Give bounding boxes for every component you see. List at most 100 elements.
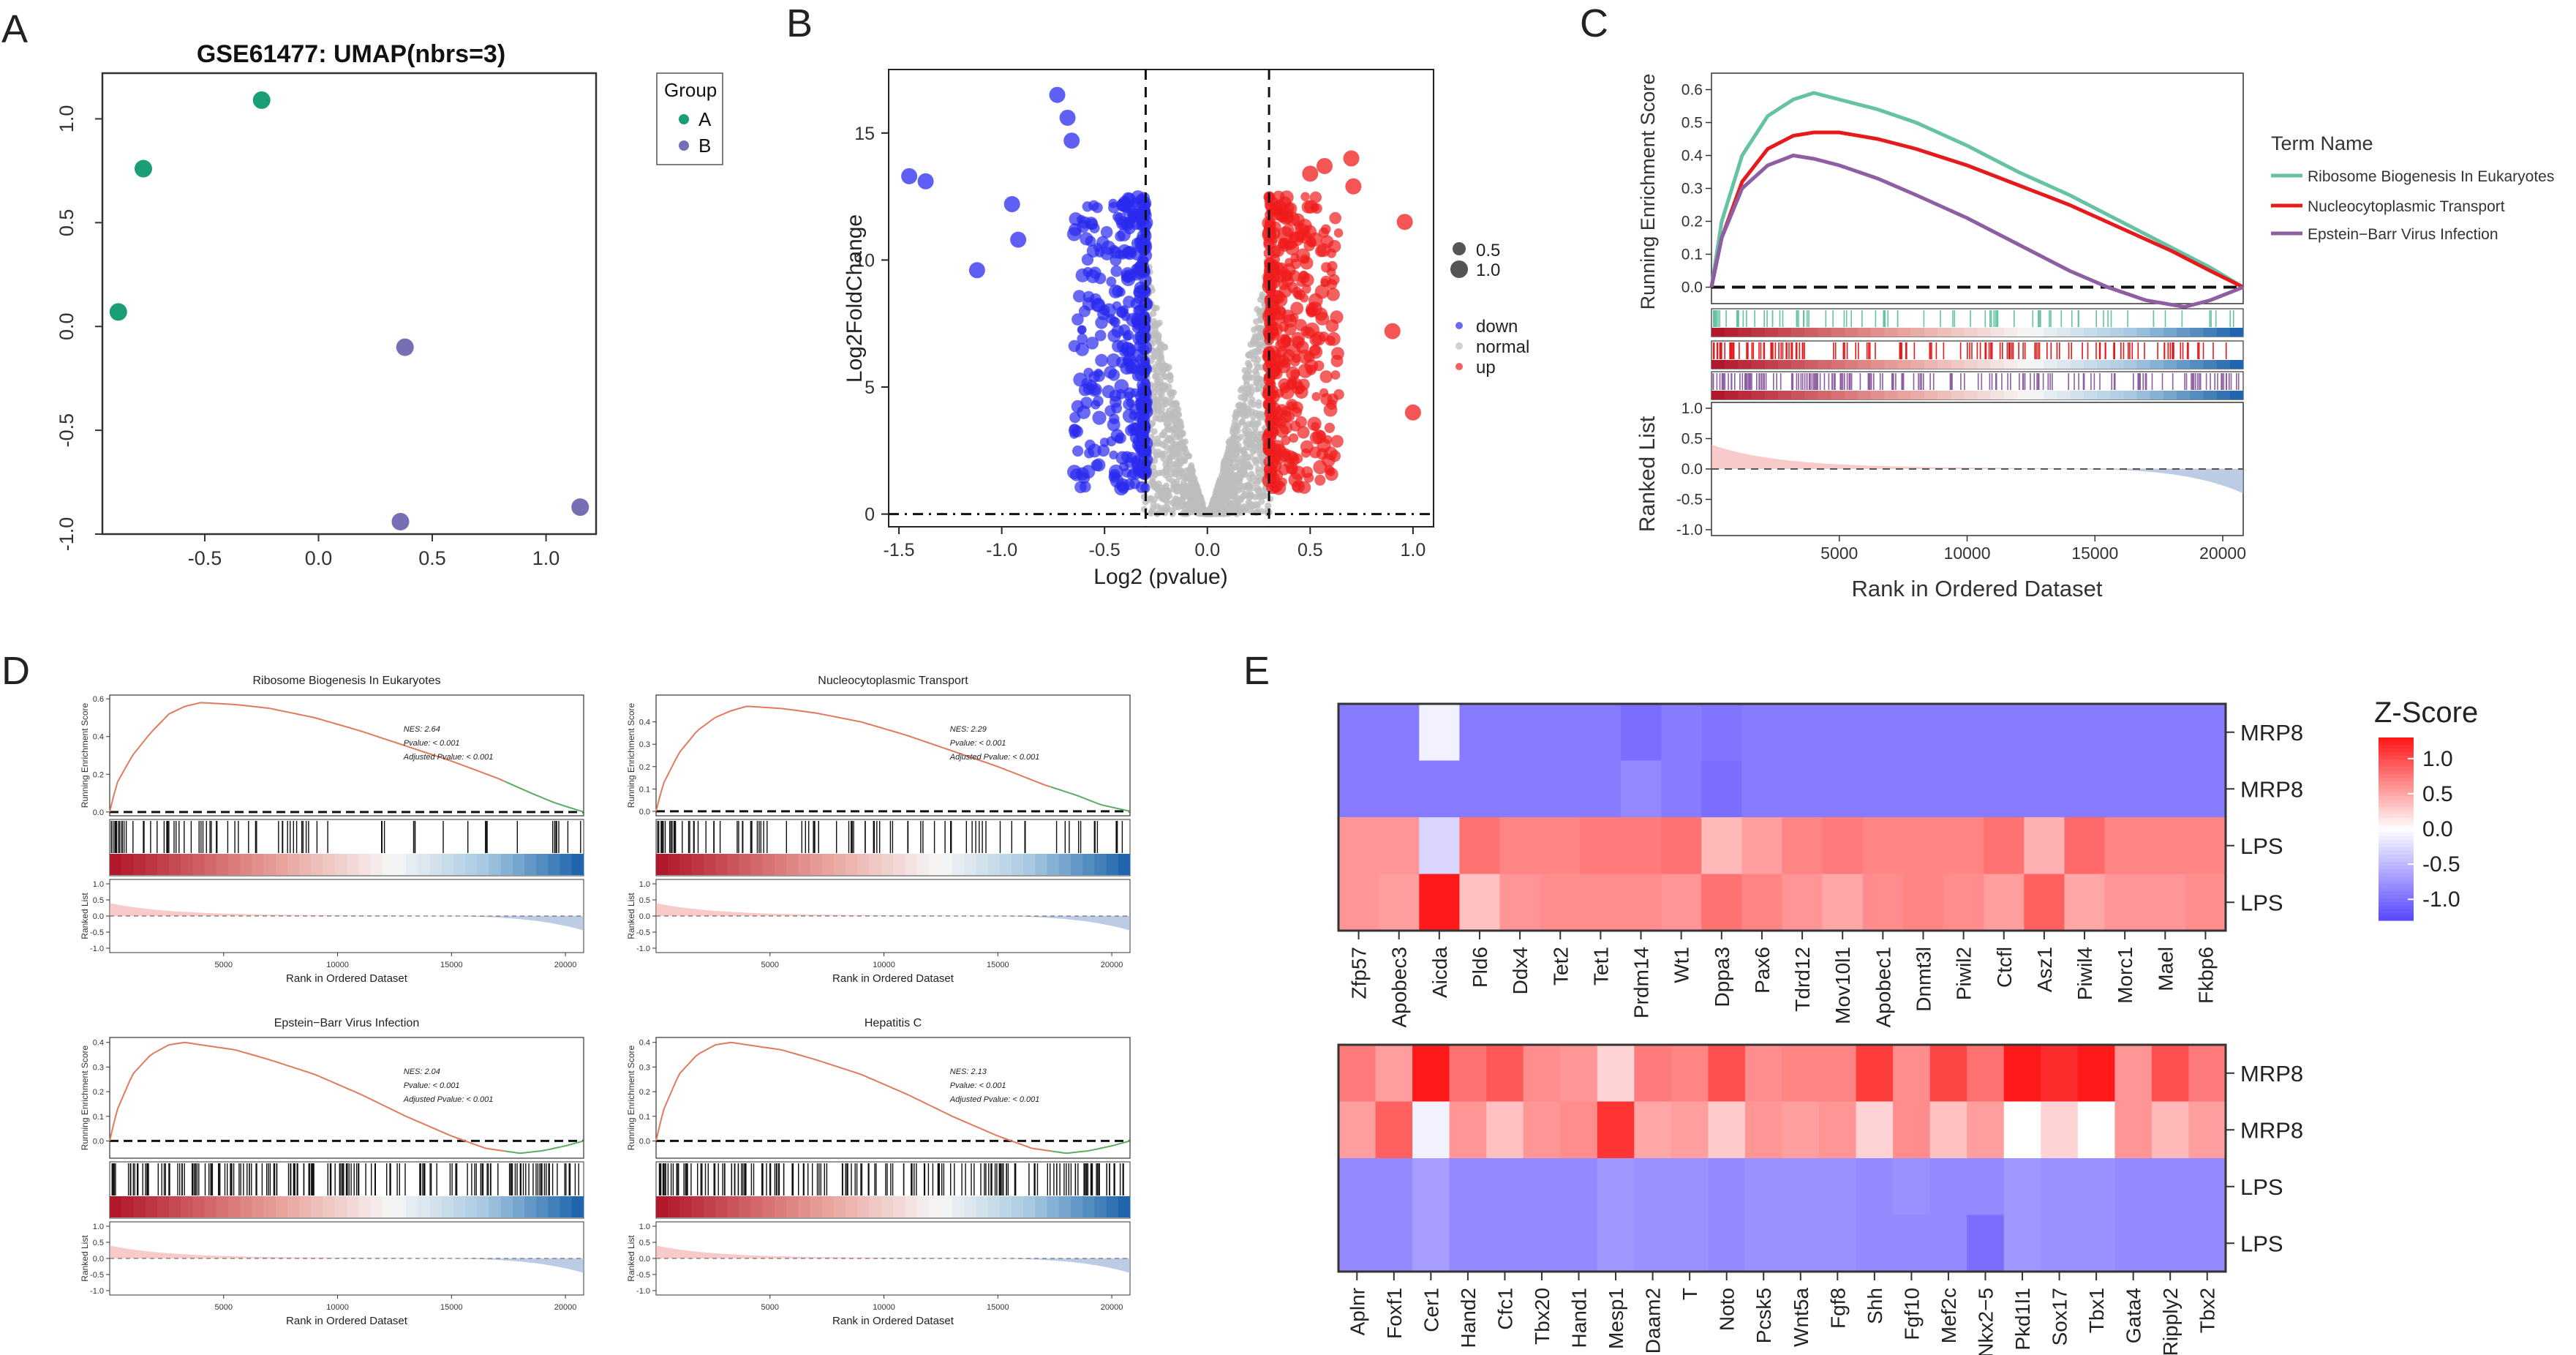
volcano-point-normal	[1211, 499, 1219, 506]
volcano-point-normal	[1179, 429, 1186, 437]
subplot-ytick-label: 0.0	[639, 1137, 650, 1146]
subplot-rank-gradient	[916, 1196, 930, 1217]
heatmap-cell	[1856, 1045, 1894, 1103]
volcano-point-normal	[1171, 450, 1178, 457]
subplot-rank-gradient	[181, 1196, 193, 1217]
volcano-point-normal	[1166, 418, 1173, 426]
gsea-rank-gradient	[1871, 360, 1885, 369]
volcano-point-normal	[1170, 414, 1177, 421]
subplot-xtick-label: 5000	[215, 961, 233, 969]
heatmap-cell	[1379, 817, 1420, 875]
heatmap-cell	[1661, 874, 1702, 931]
heatmap-cell	[2114, 1101, 2153, 1159]
volcano-point-down	[1123, 391, 1134, 401]
volcano-point-up	[1272, 244, 1284, 258]
gsea-rank-gradient	[1791, 391, 1805, 399]
gsea-rank-gradient	[1751, 328, 1766, 337]
subplot-rank-gradient	[739, 854, 752, 875]
subplot-curve	[655, 1041, 1052, 1152]
subplot-rank-gradient	[453, 854, 466, 875]
heatmap-cell	[2185, 817, 2226, 875]
subplot-rank-gradient	[846, 854, 858, 875]
heatmap-cell	[1540, 760, 1581, 818]
color-legend-label-up: up	[1476, 358, 1496, 378]
umap-xtick-label: 0.5	[418, 547, 446, 569]
volcano-point-up	[1306, 307, 1317, 317]
legend-label-b: B	[698, 135, 711, 157]
volcano-point-up	[1303, 326, 1315, 339]
heatmap-col-label: Zfp57	[1348, 947, 1371, 999]
subplot-ranked-tick-label: -1.0	[636, 945, 650, 953]
heatmap-cell	[1671, 1215, 1709, 1272]
subplot-title: Ribosome Biogenesis In Eukaryotes	[252, 675, 440, 687]
heatmap-cell	[2151, 1101, 2189, 1159]
panel-d: Ribosome Biogenesis In Eukaryotes 0.0 0.2 0…	[80, 675, 1131, 1327]
panel-letter-c: C	[1580, 1, 1608, 45]
heatmap-cell	[1902, 704, 1944, 762]
gsea-rank-gradient	[1751, 391, 1766, 399]
volcano-point-normal	[1159, 401, 1167, 408]
heatmap-cell	[1967, 1045, 2005, 1103]
heatmap-cell	[1597, 1215, 1635, 1272]
volcano-point-up	[1314, 307, 1328, 321]
subplot-rank-gradient	[500, 854, 513, 875]
heatmap-cell	[1486, 1045, 1524, 1103]
umap-title: GSE61477: UMAP(nbrs=3)	[197, 40, 505, 68]
subplot-ranked-tick-label: 0.0	[639, 1255, 650, 1264]
volcano-point-up	[1316, 430, 1326, 440]
volcano-point-down	[1121, 203, 1132, 214]
subplot-ranked-tick-label: -0.5	[90, 1271, 104, 1280]
zscore-legend-step	[2379, 833, 2414, 837]
volcano-point-normal	[1158, 505, 1164, 512]
volcano-point-normal	[1148, 508, 1156, 515]
volcano-point-up	[1396, 214, 1413, 230]
gsea-rank-gradient	[1964, 328, 1978, 337]
volcano-point-up	[1298, 378, 1310, 391]
umap-legend-box	[656, 72, 723, 165]
heatmap-cell	[1984, 704, 2025, 762]
heatmap-col-label: Fgf8	[1826, 1288, 1849, 1329]
volcano-point-normal	[1227, 469, 1235, 476]
gsea-rank-gradient	[1844, 360, 1858, 369]
subplot-curve-tail	[504, 1140, 584, 1155]
heatmap-cell	[1523, 1045, 1561, 1103]
heatmap-cell	[2114, 1045, 2153, 1103]
subplot-rank-gradient	[429, 1196, 442, 1217]
volcano-point-down	[1072, 313, 1084, 326]
heatmap-cell	[1745, 1215, 1783, 1272]
volcano-point-normal	[1153, 330, 1160, 337]
heatmap-cell	[2104, 704, 2146, 762]
panel-letter-a: A	[1, 7, 28, 51]
subplot-ranked-tick-label: -1.0	[90, 1287, 104, 1296]
volcano-point-normal	[1253, 318, 1259, 325]
heatmap-col-label: Tbx1	[2085, 1288, 2108, 1333]
gsea-rank-gradient	[1977, 360, 1992, 369]
gsea-es-ylabel: Running Enrichment Score	[1637, 74, 1659, 310]
subplot-rank-gradient	[999, 1196, 1012, 1217]
subplot-ranked-tick-label: 0.0	[639, 912, 650, 921]
subplot-ranked-positive	[656, 1245, 1130, 1258]
zscore-legend-step	[2379, 891, 2414, 896]
subplot-rank-gradient	[893, 854, 905, 875]
volcano-point-down	[1108, 198, 1118, 209]
heatmap-cell	[1540, 704, 1581, 762]
heatmap-cell	[2188, 1045, 2226, 1103]
subplot-rank-gradient	[334, 1196, 347, 1217]
subplot-ranked-tick-label: -1.0	[636, 1287, 650, 1296]
heatmap-cell	[1708, 1045, 1746, 1103]
zscore-legend-step	[2379, 814, 2414, 819]
subplot-rank-gradient	[786, 1196, 799, 1217]
volcano-point-down	[1093, 369, 1105, 382]
heatmap-cell	[1499, 874, 1541, 931]
gsea-rank-gradient	[1924, 360, 1938, 369]
volcano-point-normal	[1251, 493, 1259, 500]
heatmap-cell	[2114, 1215, 2153, 1272]
volcano-point-normal	[1246, 474, 1253, 481]
subplot-ytick-label: 0.4	[93, 733, 104, 742]
subplot-rank-gradient	[928, 854, 941, 875]
heatmap-cell	[2144, 760, 2186, 818]
subplot-ytick-label: 0.4	[639, 718, 650, 727]
volcano-point-normal	[1154, 368, 1161, 375]
volcano-point-down	[968, 262, 985, 279]
